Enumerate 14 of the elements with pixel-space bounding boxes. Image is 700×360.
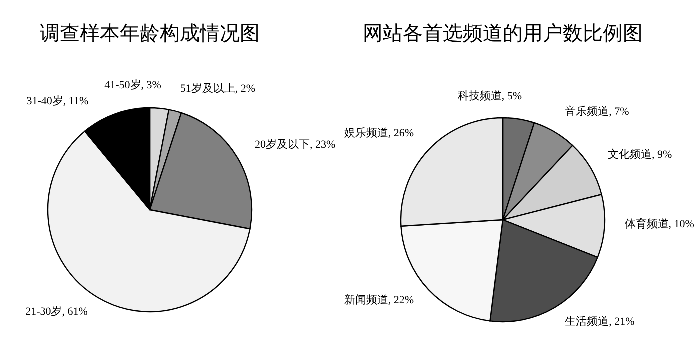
slice-label: 41-50岁, 3% <box>104 80 162 92</box>
slice-label: 音乐频道, 7% <box>565 104 630 118</box>
slice-label: 娱乐频道, 26% <box>344 126 414 140</box>
slice-label: 51岁及以上, 2% <box>180 82 256 95</box>
chart-title: 网站各首选频道的用户数比例图 <box>363 23 643 45</box>
slice-label: 体育频道, 10% <box>624 218 694 231</box>
slice-label: 新闻频道, 22% <box>344 294 414 307</box>
slice-label: 文化频道, 9% <box>608 148 672 161</box>
slice-label: 21-30岁, 61% <box>26 306 88 318</box>
slice-label: 生活频道, 21% <box>565 315 635 328</box>
chart-title: 调查样本年龄构成情况图 <box>40 23 260 45</box>
slice-label: 31-40岁, 11% <box>26 96 89 108</box>
slice-label: 20岁及以下, 23% <box>255 138 336 151</box>
slice-label: 科技频道, 5% <box>458 90 522 102</box>
